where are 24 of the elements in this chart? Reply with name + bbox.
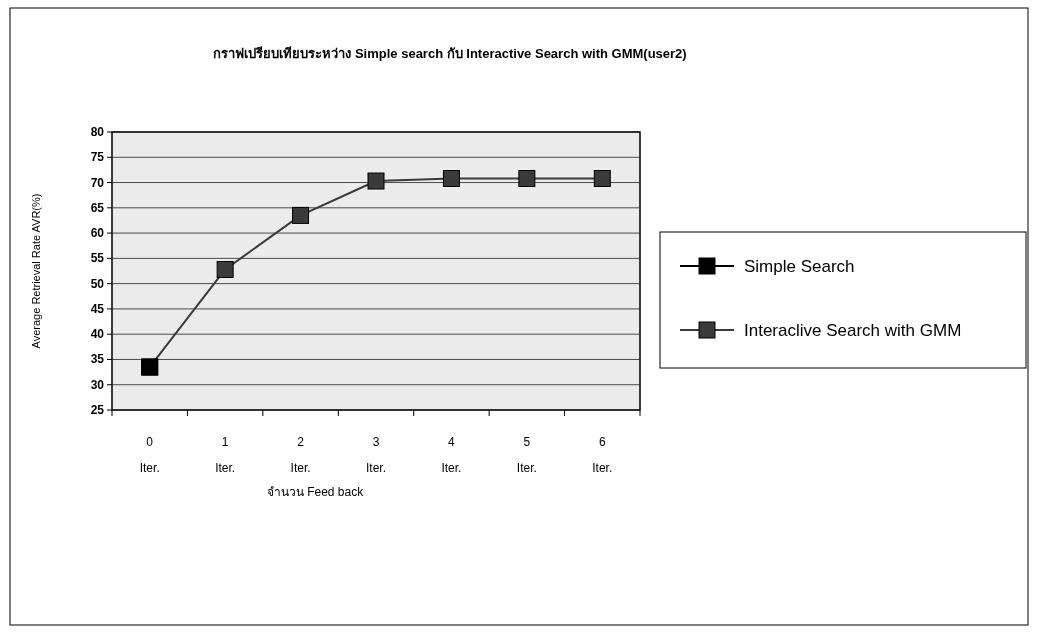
x-tick-label: 5 Iter. [516, 435, 537, 475]
y-tick-label: 80 [90, 125, 105, 139]
y-tick-label: 30 [90, 377, 105, 392]
y-tick-label: 25 [90, 403, 105, 417]
y-tick-label: 65 [90, 200, 105, 215]
y-tick-label: 60 [90, 226, 105, 241]
legend-label: Interaclive Search with GMM [744, 321, 962, 340]
x-tick-label: 2 Iter. [290, 435, 311, 475]
x-tick-label: 4 Iter. [441, 435, 462, 475]
x-tick-label: 6 Iter. [592, 435, 613, 475]
x-axis-title: จำนวน Feed back [266, 485, 365, 499]
x-tick-label: 3 Iter. [365, 435, 387, 475]
x-tick-label: 0 Iter. [139, 435, 160, 475]
legend-label: Simple Search [744, 257, 855, 276]
y-tick-label: 50 [90, 276, 105, 291]
x-tick-label: 1 Iter. [215, 435, 236, 475]
chart-title: กราฟเปรียบเทียบระหว่าง Simple search กับ Interactive Search with GMM(user2) [213, 46, 687, 61]
y-tick-label: 40 [90, 327, 105, 342]
y-axis-title: Average Retrieval Rate AVR(%) [30, 193, 42, 349]
y-tick-label: 55 [90, 251, 105, 266]
y-tick-label: 45 [90, 301, 105, 316]
y-tick-label: 75 [90, 150, 105, 165]
y-tick-label: 70 [90, 175, 105, 190]
y-tick-label: 35 [90, 352, 105, 367]
